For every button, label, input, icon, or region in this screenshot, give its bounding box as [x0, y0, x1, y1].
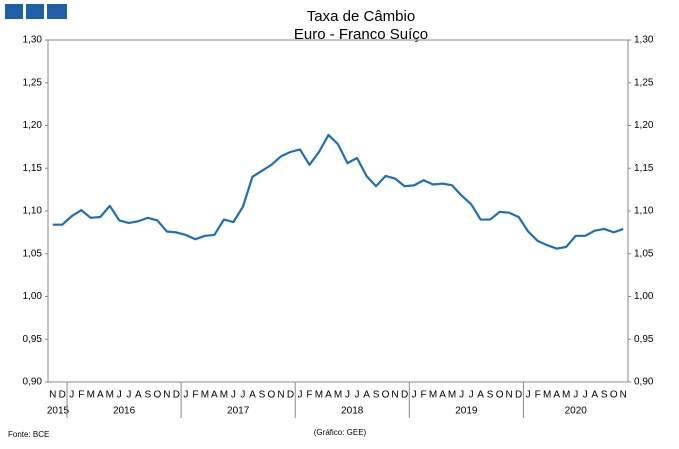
- y-tick-label: 1,05: [23, 248, 43, 259]
- x-tick-label: A: [325, 390, 332, 401]
- y2-tick-label: 1,05: [634, 248, 654, 259]
- x-tick-label: J: [231, 390, 236, 401]
- x-tick-label: S: [601, 390, 608, 401]
- x-tick-label: N: [391, 390, 398, 401]
- x-tick-label: F: [192, 390, 198, 401]
- y2-tick-label: 1,10: [634, 206, 654, 217]
- x-tick-label: J: [126, 390, 131, 401]
- x-tick-label: J: [573, 390, 578, 401]
- x-tick-label: A: [97, 390, 104, 401]
- x-tick-label: J: [583, 390, 588, 401]
- year-label: 2017: [227, 406, 250, 417]
- x-tick-label: N: [277, 390, 284, 401]
- y2-tick-label: 0,90: [634, 377, 654, 388]
- x-tick-label: O: [610, 390, 618, 401]
- x-tick-label: S: [259, 390, 266, 401]
- x-tick-label: N: [506, 390, 513, 401]
- x-tick-label: M: [201, 390, 209, 401]
- x-tick-label: A: [363, 390, 370, 401]
- chart-subtitle: Euro - Franco Suíço: [294, 26, 428, 43]
- x-tick-label: M: [315, 390, 323, 401]
- x-tick-label: J: [469, 390, 474, 401]
- x-tick-label: J: [355, 390, 360, 401]
- year-label: 2016: [113, 406, 136, 417]
- y2-tick-label: 1,00: [634, 291, 654, 302]
- x-tick-label: N: [620, 390, 627, 401]
- x-tick-label: M: [562, 390, 570, 401]
- logo-block: [47, 4, 67, 19]
- x-tick-label: S: [487, 390, 494, 401]
- y-tick-label: 1,10: [23, 206, 43, 217]
- plot-frame: [47, 39, 629, 383]
- x-tick-label: O: [382, 390, 390, 401]
- year-label: 2020: [565, 406, 588, 417]
- y2-tick-label: 0,95: [634, 334, 654, 345]
- x-tick-label: D: [173, 390, 180, 401]
- chart-title: Taxa de Câmbio: [307, 8, 415, 25]
- x-tick-label: F: [306, 390, 312, 401]
- x-tick-label: D: [401, 390, 408, 401]
- x-tick-label: M: [448, 390, 456, 401]
- x-tick-label: J: [459, 390, 464, 401]
- x-tick-label: N: [163, 390, 170, 401]
- x-tick-label: S: [373, 390, 380, 401]
- x-tick-label: D: [59, 390, 66, 401]
- x-tick-label: A: [439, 390, 446, 401]
- y2-tick-label: 1,15: [634, 163, 654, 174]
- x-tick-label: F: [421, 390, 427, 401]
- x-tick-label: A: [135, 390, 142, 401]
- y-tick-label: 1,00: [23, 291, 43, 302]
- x-tick-label: J: [297, 390, 302, 401]
- x-tick-label: M: [543, 390, 551, 401]
- year-label: 2015: [47, 406, 70, 417]
- x-tick-label: J: [345, 390, 350, 401]
- x-tick-label: O: [268, 390, 276, 401]
- y-tick-label: 0,90: [23, 377, 43, 388]
- y2-tick-label: 1,20: [634, 120, 654, 131]
- x-tick-label: J: [69, 390, 74, 401]
- y-tick-label: 1,20: [23, 120, 43, 131]
- x-tick-label: F: [535, 390, 541, 401]
- x-tick-label: A: [477, 390, 484, 401]
- y-tick-label: 1,25: [23, 77, 43, 88]
- x-tick-label: A: [211, 390, 218, 401]
- x-tick-label: O: [496, 390, 504, 401]
- x-tick-label: M: [334, 390, 342, 401]
- x-tick-label: M: [106, 390, 114, 401]
- x-tick-label: O: [153, 390, 161, 401]
- y-tick-label: 0,95: [23, 334, 43, 345]
- x-tick-label: J: [240, 390, 245, 401]
- x-tick-label: J: [117, 390, 122, 401]
- data-line: [52, 133, 624, 250]
- y-tick-label: 1,15: [23, 163, 43, 174]
- x-tick-label: F: [78, 390, 84, 401]
- logo-block: [26, 4, 44, 19]
- x-tick-label: A: [591, 390, 598, 401]
- x-tick-label: D: [287, 390, 294, 401]
- x-tick-label: A: [249, 390, 256, 401]
- credit: (Gráfico: GEE): [314, 428, 367, 437]
- x-tick-label: J: [412, 390, 417, 401]
- x-tick-label: A: [553, 390, 560, 401]
- x-tick-label: M: [87, 390, 95, 401]
- logo-block: [5, 4, 23, 19]
- year-label: 2019: [455, 406, 478, 417]
- x-tick-label: D: [515, 390, 522, 401]
- x-tick-label: J: [526, 390, 531, 401]
- year-label: 2018: [341, 406, 364, 417]
- x-tick-label: J: [183, 390, 188, 401]
- y2-tick-label: 1,25: [634, 77, 654, 88]
- x-tick-label: S: [145, 390, 152, 401]
- y2-tick-label: 1,30: [634, 35, 654, 46]
- x-tick-label: M: [220, 390, 228, 401]
- y-tick-label: 1,30: [23, 35, 43, 46]
- x-tick-label: M: [429, 390, 437, 401]
- x-tick-label: N: [49, 390, 56, 401]
- source: Fonte: BCE: [8, 430, 49, 439]
